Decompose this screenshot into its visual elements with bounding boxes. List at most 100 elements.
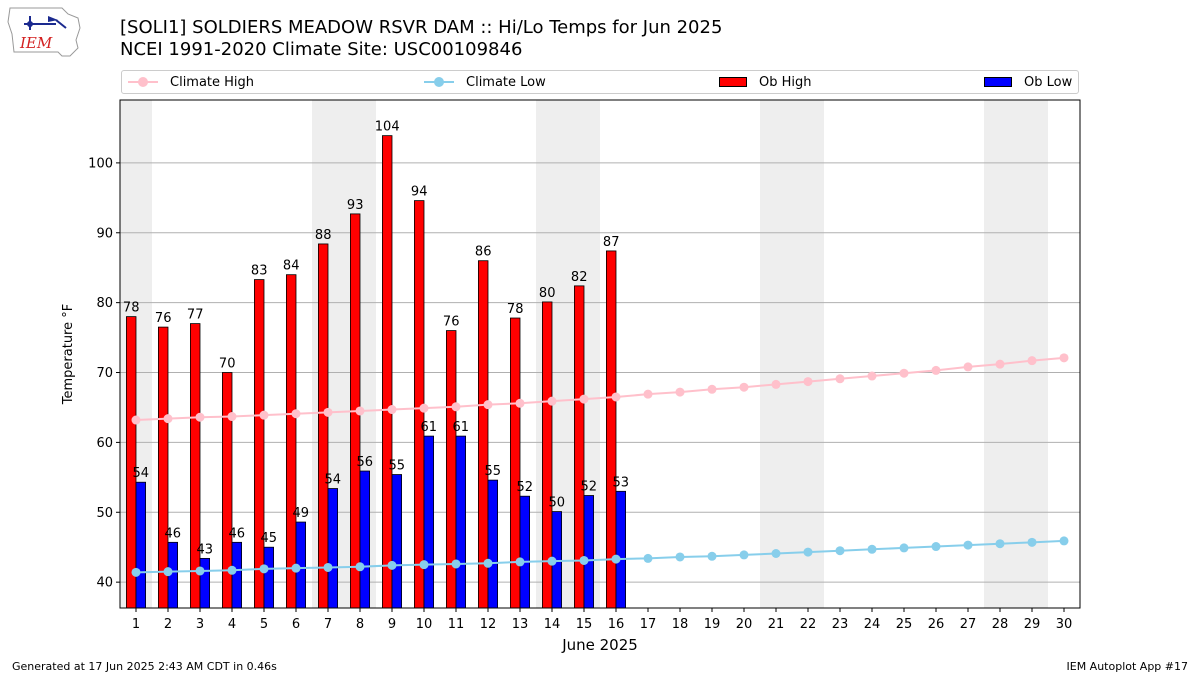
climate-low-point — [675, 552, 685, 562]
ob-low-value-label: 52 — [581, 479, 598, 494]
x-tick-label: 6 — [292, 617, 300, 632]
ob-high-bar — [157, 326, 169, 609]
climate-high-point — [643, 389, 653, 399]
x-tick-label: 25 — [896, 617, 913, 632]
ob-high-value-label: 87 — [603, 235, 620, 250]
climate-high-point — [579, 394, 589, 404]
ob-low-value-label: 55 — [389, 459, 406, 474]
ob-high-bar — [253, 279, 265, 609]
climate-low-point — [867, 544, 877, 554]
climate-high-point — [1059, 353, 1069, 363]
ob-high-value-label: 76 — [443, 315, 460, 330]
ob-low-value-label: 53 — [613, 475, 630, 490]
legend-climate-high-label: Climate High — [170, 74, 255, 90]
climate-low-point — [323, 562, 333, 572]
x-tick-label: 12 — [480, 617, 497, 632]
ob-low-value-label: 54 — [325, 473, 342, 488]
climate-high-point — [163, 414, 173, 424]
climate-low-point — [355, 562, 365, 572]
climate-high-line — [135, 356, 1065, 422]
climate-high-point — [739, 382, 749, 392]
climate-high-point — [323, 407, 333, 417]
chart-subtitle: NCEI 1991-2020 Climate Site: USC00109846 — [120, 39, 523, 60]
y-tick-label: 60 — [96, 436, 113, 451]
climate-high-point — [771, 379, 781, 389]
climate-low-point — [771, 548, 781, 558]
weekend-shade — [760, 100, 792, 608]
x-tick-label: 23 — [832, 617, 849, 632]
ob-high-value-label: 94 — [411, 185, 428, 200]
ob-high-bar — [606, 250, 617, 609]
x-tick-label: 9 — [388, 617, 396, 632]
x-axis-title: June 2025 — [561, 636, 638, 654]
y-tick-label: 80 — [96, 296, 113, 311]
climate-high-point — [291, 409, 301, 419]
ob-low-value-label: 45 — [261, 531, 278, 546]
ob-low-bar — [519, 495, 531, 609]
ob-high-value-label: 78 — [507, 302, 524, 317]
x-tick-label: 26 — [928, 617, 945, 632]
ob-high-value-label: 82 — [571, 270, 588, 285]
climate-high-point — [867, 371, 877, 381]
logo-text: IEM — [19, 34, 53, 52]
ob-low-bar — [263, 546, 275, 609]
climate-high-point — [355, 406, 365, 416]
x-tick-label: 14 — [544, 617, 561, 632]
climate-low-point — [899, 543, 909, 553]
ob-low-value-label: 61 — [421, 420, 438, 435]
ob-high-bar — [126, 316, 137, 609]
climate-high-point — [611, 392, 621, 402]
climate-high-point — [547, 396, 557, 406]
climate-high-point — [131, 415, 141, 425]
climate-high-point — [259, 410, 269, 420]
climate-high-point — [227, 412, 237, 422]
ob-low-bar — [391, 474, 403, 609]
climate-low-point — [739, 550, 749, 560]
climate-low-point — [259, 564, 269, 574]
climate-low-point — [835, 546, 845, 556]
climate-low-swatch — [424, 77, 454, 87]
climate-high-point — [387, 405, 397, 415]
ob-low-value-label: 49 — [293, 506, 310, 521]
climate-high-point — [963, 362, 973, 372]
ob-high-value-label: 84 — [283, 259, 300, 274]
ob-high-value-label: 88 — [315, 228, 332, 243]
x-tick-label: 17 — [640, 617, 657, 632]
climate-high-point — [419, 403, 429, 413]
climate-low-point — [803, 547, 813, 557]
legend: Climate High Climate Low Ob High Ob Low — [121, 70, 1079, 94]
climate-low-point — [611, 554, 621, 564]
iem-logo: IEM — [7, 7, 81, 57]
x-tick-label: 1 — [132, 617, 140, 632]
ob-high-value-label: 78 — [123, 301, 140, 316]
climate-high-point — [899, 368, 909, 378]
climate-low-point — [387, 560, 397, 570]
x-tick-label: 7 — [324, 617, 332, 632]
climate-low-point — [931, 542, 941, 552]
x-tick-label: 29 — [1024, 617, 1041, 632]
climate-high-point — [995, 359, 1005, 369]
climate-low-point — [547, 556, 557, 566]
x-tick-label: 24 — [864, 617, 881, 632]
x-tick-label: 3 — [196, 617, 204, 632]
y-tick-label: 50 — [96, 506, 113, 521]
x-tick-label: 2 — [164, 617, 172, 632]
ob-high-value-label: 86 — [475, 245, 492, 260]
x-tick-label: 5 — [260, 617, 268, 632]
legend-climate-high: Climate High — [128, 71, 254, 93]
ob-low-value-label: 54 — [133, 466, 150, 481]
plot-frame — [119, 99, 1081, 609]
climate-low-point — [963, 540, 973, 550]
ob-high-value-label: 104 — [375, 120, 400, 135]
legend-ob-low: Ob Low — [984, 71, 1072, 93]
footer-generated: Generated at 17 Jun 2025 2:43 AM CDT in … — [12, 660, 277, 673]
x-tick-label: 8 — [356, 617, 364, 632]
x-tick-label: 4 — [228, 617, 236, 632]
climate-low-point — [291, 563, 301, 573]
climate-low-line — [135, 539, 1065, 574]
weekend-shade — [792, 100, 824, 608]
ob-low-bar — [135, 481, 147, 609]
climate-low-point — [515, 557, 525, 567]
climate-low-point — [1027, 537, 1037, 547]
